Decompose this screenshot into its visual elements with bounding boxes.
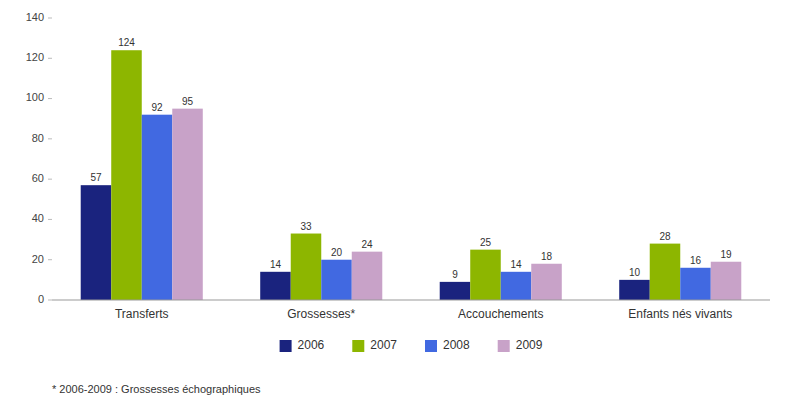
data-label: 25 [480, 237, 492, 248]
data-label: 24 [361, 239, 373, 250]
bar: 2006 – Accouchements: 9 [440, 282, 471, 300]
bars: 2006 – Transferts: 57 2006 – Grossesses*:… [81, 50, 742, 300]
y-axis: 0 20 40 60 80 100 120 140 [26, 11, 52, 305]
tick-label: 80 [32, 132, 44, 144]
axis-line [52, 300, 770, 301]
tick-label: 60 [32, 172, 44, 184]
legend-label: 2009 [516, 338, 543, 352]
tick-label: 40 [32, 212, 44, 224]
tick-mark [48, 300, 52, 301]
legend: 2006 2007 2008 2009 [280, 338, 543, 352]
data-label: 10 [629, 267, 641, 278]
data-label: 28 [659, 231, 671, 242]
footnote: * 2006-2009 : Grossesses échographiques [52, 383, 261, 395]
tick-mark [48, 58, 52, 59]
data-label: 20 [331, 247, 343, 258]
legend-swatch [498, 340, 510, 352]
legend-label: 2007 [370, 338, 397, 352]
legend-item: 2008 [425, 338, 470, 352]
tick-mark [48, 138, 52, 139]
bar: 2007 – Grossesses*: 33 [291, 234, 322, 300]
data-label: 124 [118, 37, 135, 48]
data-label: 9 [452, 269, 458, 280]
data-label: 95 [182, 96, 194, 107]
bar: 2008 – Enfants nés vivants: 16 [680, 268, 711, 300]
annotations: * 2006-2009 : Grossesses échographiques [52, 383, 261, 395]
tick-mark [48, 179, 52, 180]
tick-label: 100 [26, 91, 44, 103]
bar: 2006 – Transferts: 57 [81, 185, 112, 300]
tick-mark [48, 259, 52, 260]
legend-swatch [352, 340, 364, 352]
data-label: 92 [151, 102, 163, 113]
data-label: 57 [90, 172, 102, 183]
data-labels: 57 14 9 10 124 33 25 28 92 20 14 16 95 24 18 19 [90, 37, 732, 280]
legend-item: 2006 [280, 338, 325, 352]
tick-label: 20 [32, 253, 44, 265]
bar: 2008 – Accouchements: 14 [501, 272, 532, 300]
data-label: 18 [541, 251, 553, 262]
bar: 2008 – Transferts: 92 [142, 115, 173, 300]
tick-label: 140 [26, 11, 44, 23]
bar: 2009 – Enfants nés vivants: 19 [711, 262, 742, 300]
bar: 2007 – Accouchements: 25 [470, 250, 501, 300]
bar: 2007 – Enfants nés vivants: 28 [650, 244, 681, 300]
legend-label: 2008 [443, 338, 470, 352]
tick-mark [48, 98, 52, 99]
tick-mark [48, 18, 52, 19]
bar: 2009 – Transferts: 95 [172, 109, 203, 300]
legend-swatch [280, 340, 292, 352]
bar: 2008 – Grossesses*: 20 [321, 260, 352, 300]
category-label: Enfants nés vivants [628, 307, 732, 321]
bar: 2009 – Accouchements: 18 [531, 264, 562, 300]
tick-label: 0 [38, 293, 44, 305]
legend-item: 2009 [498, 338, 543, 352]
category-label: Transferts [115, 307, 169, 321]
x-axis: Transferts Grossesses* Accouchements Enfant… [52, 300, 770, 321]
legend-swatch [425, 340, 437, 352]
bar: 2006 – Grossesses*: 14 [260, 272, 291, 300]
data-label: 14 [510, 259, 522, 270]
data-label: 19 [720, 249, 732, 260]
tick-label: 120 [26, 51, 44, 63]
legend-item: 2007 [352, 338, 397, 352]
bar: 2006 – Enfants nés vivants: 10 [619, 280, 650, 300]
data-label: 33 [300, 221, 312, 232]
data-label: 16 [690, 255, 702, 266]
chart: 0204060801001201402006 – Transferts: 572… [0, 0, 788, 405]
category-label: Grossesses* [287, 307, 355, 321]
tick-mark [48, 219, 52, 220]
category-label: Accouchements [458, 307, 543, 321]
data-label: 14 [270, 259, 282, 270]
legend-label: 2006 [298, 338, 325, 352]
bar: 2009 – Grossesses*: 24 [352, 252, 383, 300]
bar: 2007 – Transferts: 124 [111, 50, 142, 300]
